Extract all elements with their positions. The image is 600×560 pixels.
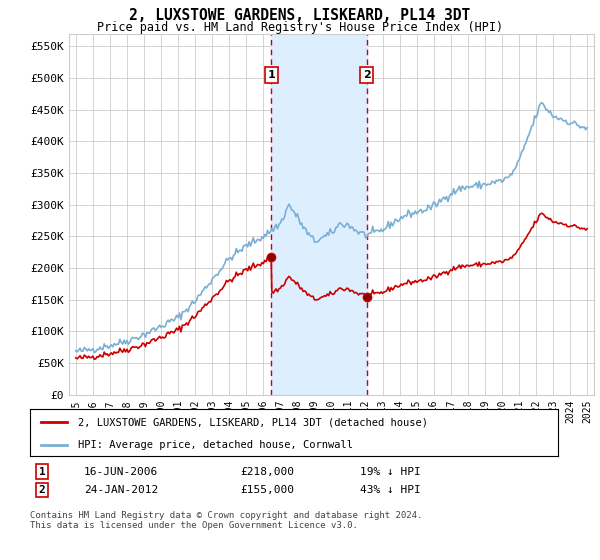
- Text: 43% ↓ HPI: 43% ↓ HPI: [360, 485, 421, 495]
- Text: HPI: Average price, detached house, Cornwall: HPI: Average price, detached house, Corn…: [77, 440, 353, 450]
- Text: Price paid vs. HM Land Registry's House Price Index (HPI): Price paid vs. HM Land Registry's House …: [97, 21, 503, 34]
- Text: £218,000: £218,000: [240, 466, 294, 477]
- Bar: [271, 34, 367, 395]
- Text: 2, LUXSTOWE GARDENS, LISKEARD, PL14 3DT: 2, LUXSTOWE GARDENS, LISKEARD, PL14 3DT: [130, 8, 470, 24]
- Text: 19% ↓ HPI: 19% ↓ HPI: [360, 466, 421, 477]
- Text: 16-JUN-2006: 16-JUN-2006: [84, 466, 158, 477]
- Text: £155,000: £155,000: [240, 485, 294, 495]
- Text: 24-JAN-2012: 24-JAN-2012: [84, 485, 158, 495]
- Text: 1: 1: [38, 466, 46, 477]
- Text: 2: 2: [38, 485, 46, 495]
- Text: 2, LUXSTOWE GARDENS, LISKEARD, PL14 3DT (detached house): 2, LUXSTOWE GARDENS, LISKEARD, PL14 3DT …: [77, 417, 428, 427]
- Text: Contains HM Land Registry data © Crown copyright and database right 2024.
This d: Contains HM Land Registry data © Crown c…: [30, 511, 422, 530]
- Text: 2: 2: [363, 70, 371, 80]
- Text: 1: 1: [267, 70, 275, 80]
